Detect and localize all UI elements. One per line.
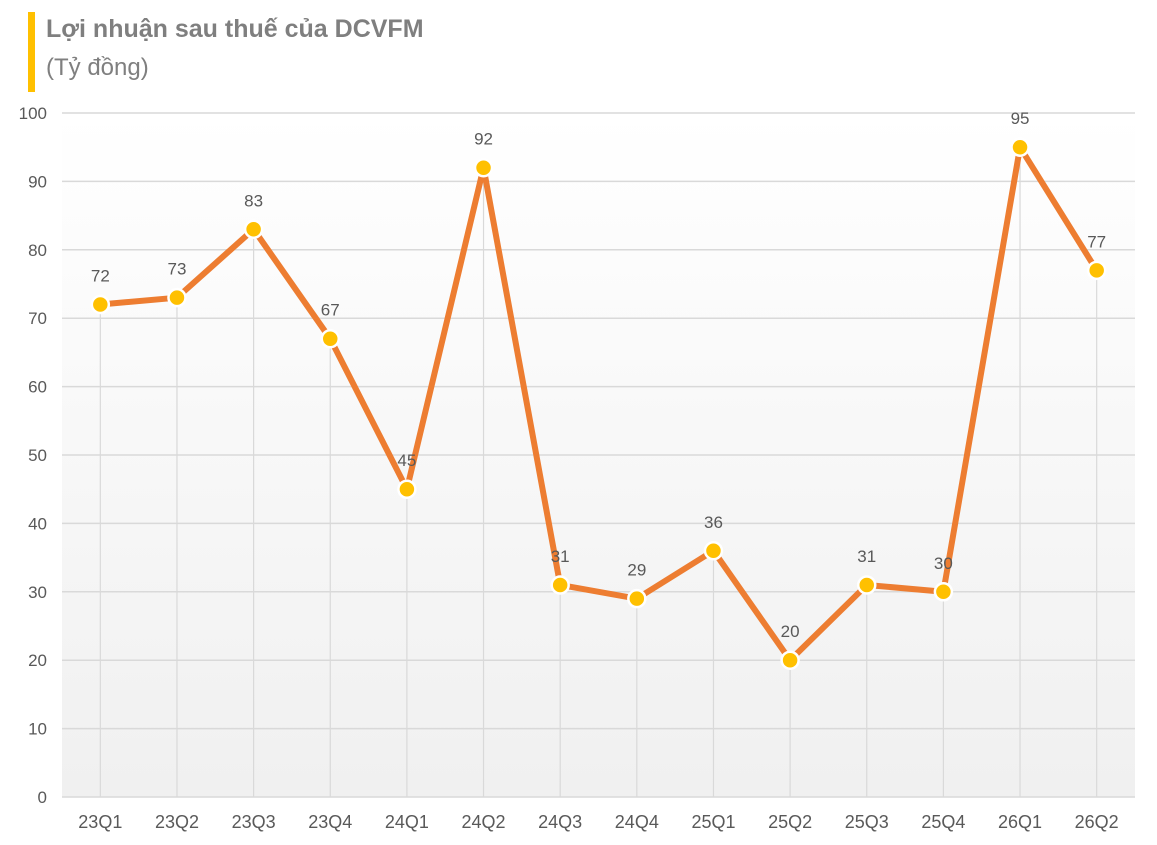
y-tick-label: 50 [28,446,47,465]
data-point [550,575,570,595]
x-tick-label: 23Q3 [232,812,276,832]
series-polyline [97,144,1100,664]
chart-subtitle: (Tỷ đồng) [46,54,149,81]
data-label: 29 [627,561,646,580]
series-markers [90,137,1107,670]
drop-lines [99,147,1098,797]
y-tick-label: 70 [28,309,47,328]
x-tick-label: 24Q4 [615,812,659,832]
x-tick-label: 24Q2 [462,812,506,832]
data-point [320,328,340,349]
title-accent-bar [28,12,35,92]
data-point [1086,260,1107,281]
data-point [1010,137,1030,157]
data-point [397,479,417,499]
y-tick-label: 30 [28,583,47,602]
data-label: 20 [781,622,800,641]
x-tick-label: 24Q3 [538,812,582,832]
data-label: 30 [934,554,953,573]
data-label: 67 [321,301,340,320]
data-label: 72 [91,267,110,286]
data-point [167,287,187,308]
y-axis: 0 10 20 30 40 50 60 70 80 90 100 [19,104,47,807]
y-tick-label: 80 [28,241,47,260]
data-point [90,294,111,315]
data-label: 31 [551,547,570,566]
y-tick-label: 60 [28,378,47,397]
data-label: 36 [704,513,723,532]
data-point [857,575,877,595]
y-tick-label: 40 [28,514,47,533]
y-tick-label: 90 [28,172,47,191]
data-label: 92 [474,130,493,149]
x-tick-label: 25Q1 [691,812,735,832]
chart-title: Lợi nhuận sau thuế của DCVFM [46,15,424,43]
data-point [703,541,724,561]
x-tick-label: 25Q3 [845,812,889,832]
data-point [243,219,264,240]
y-tick-label: 20 [28,651,47,670]
x-tick-label: 24Q1 [385,812,429,832]
data-label: 73 [168,260,187,279]
data-point [627,588,647,609]
x-tick-label: 23Q4 [308,812,352,832]
data-label: 31 [857,547,876,566]
data-point [473,157,494,178]
x-tick-label: 26Q1 [998,812,1042,832]
x-tick-label: 25Q4 [921,812,965,832]
x-tick-label: 26Q2 [1075,812,1119,832]
data-label: 95 [1011,109,1030,128]
x-tick-label: 23Q1 [78,812,122,832]
data-label: 77 [1087,232,1106,251]
x-tick-label: 23Q2 [155,812,199,832]
data-label: 83 [244,191,263,210]
x-tick-label: 25Q2 [768,812,812,832]
x-axis: 23Q1 23Q2 23Q3 23Q4 24Q1 24Q2 24Q3 24Q4 25Q1 25Q2… [78,812,1118,832]
data-point [933,582,954,602]
series-line [97,144,1100,664]
y-tick-label: 100 [19,104,47,123]
y-tick-label: 0 [38,788,47,807]
data-labels: 72 73 83 67 45 92 31 29 36 20 31 30 95 77 [91,109,1106,641]
y-tick-label: 10 [28,720,47,739]
data-label: 45 [397,451,416,470]
data-point [780,650,800,670]
